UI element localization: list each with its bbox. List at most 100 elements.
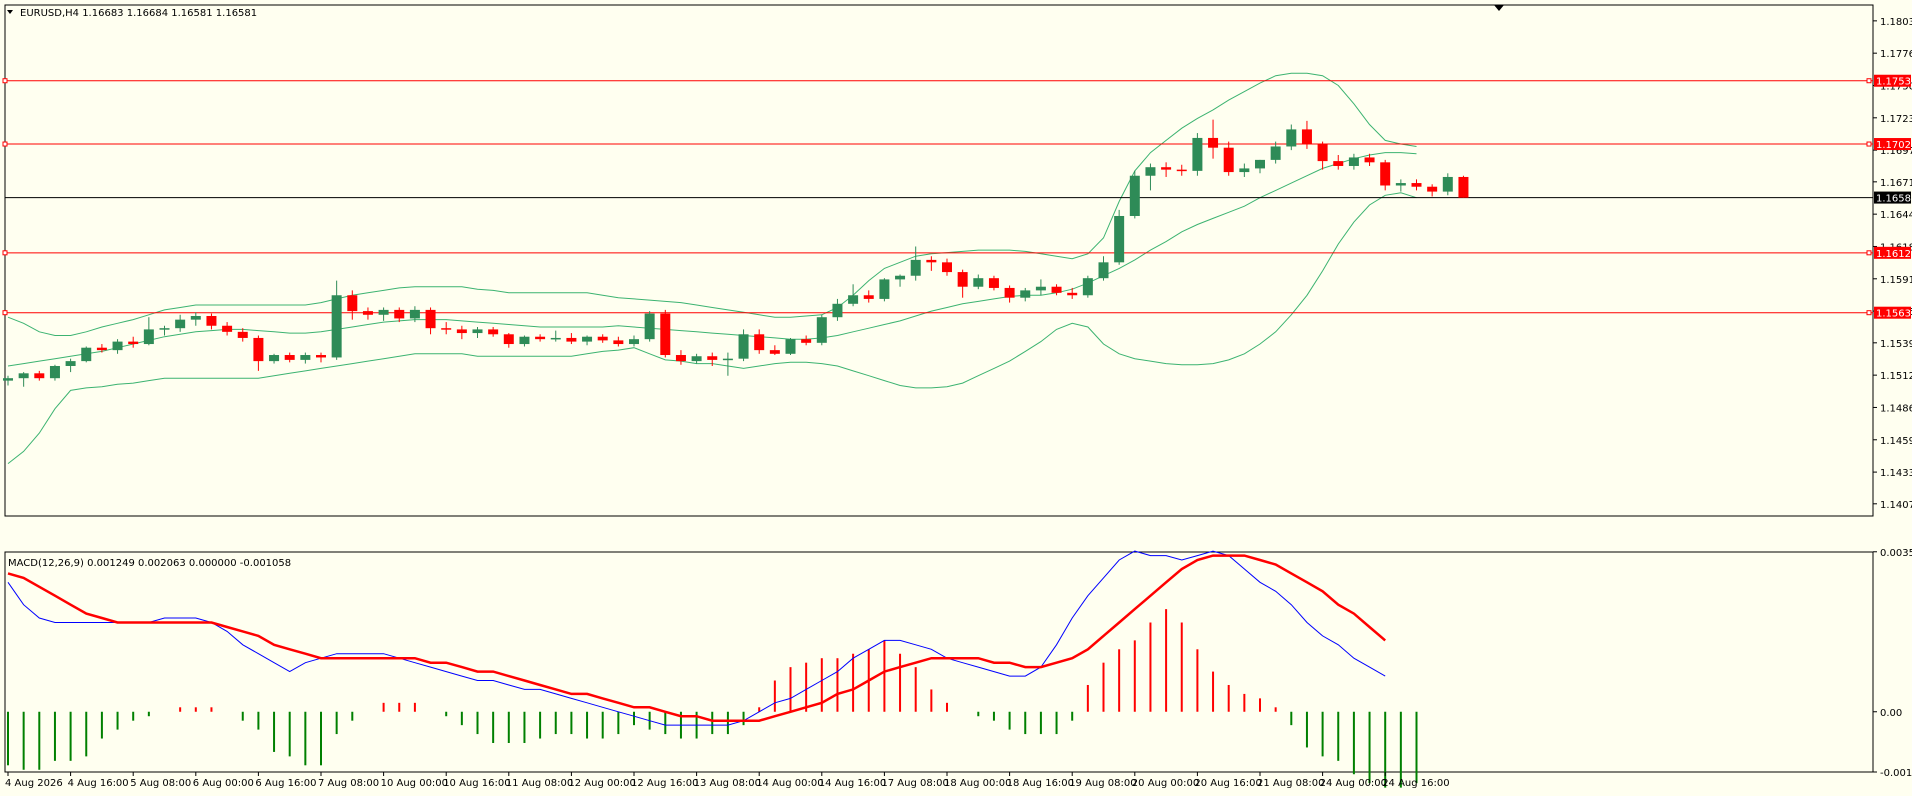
candle[interactable] xyxy=(644,311,655,342)
candle[interactable] xyxy=(18,372,29,387)
candle[interactable] xyxy=(222,322,233,336)
candle[interactable] xyxy=(597,334,608,343)
candle[interactable] xyxy=(488,326,499,337)
candle[interactable] xyxy=(316,352,326,363)
candle[interactable] xyxy=(1411,179,1422,191)
candle[interactable] xyxy=(629,335,639,347)
candle[interactable] xyxy=(1067,287,1078,299)
candle[interactable] xyxy=(1395,179,1406,192)
candle[interactable] xyxy=(519,335,530,347)
candle[interactable] xyxy=(1098,256,1109,281)
candle[interactable] xyxy=(895,274,906,287)
candle[interactable] xyxy=(535,334,546,342)
candle[interactable] xyxy=(1364,153,1375,166)
candle[interactable] xyxy=(1380,159,1391,191)
candle[interactable] xyxy=(394,307,405,323)
candle[interactable] xyxy=(441,322,452,335)
candle[interactable] xyxy=(1255,159,1265,174)
candle[interactable] xyxy=(362,307,373,320)
candle[interactable] xyxy=(957,269,968,298)
candle[interactable] xyxy=(175,314,186,332)
menu-triangle-icon[interactable] xyxy=(7,10,13,14)
candle[interactable] xyxy=(206,313,217,330)
candle[interactable] xyxy=(1348,153,1359,170)
candle[interactable] xyxy=(879,278,890,302)
candle[interactable] xyxy=(675,350,686,365)
candle[interactable] xyxy=(1020,287,1031,302)
candle[interactable] xyxy=(425,307,436,335)
candle[interactable] xyxy=(1129,170,1140,219)
candle[interactable] xyxy=(1192,133,1203,176)
candle[interactable] xyxy=(785,337,796,356)
candle[interactable] xyxy=(284,352,295,363)
candle[interactable] xyxy=(3,375,13,386)
level-anchor[interactable] xyxy=(1866,78,1872,84)
candle[interactable] xyxy=(832,298,843,321)
candle[interactable] xyxy=(566,333,577,345)
candle[interactable] xyxy=(1176,164,1187,176)
candle[interactable] xyxy=(1004,285,1015,303)
candle[interactable] xyxy=(1161,162,1172,177)
candle[interactable] xyxy=(738,329,749,362)
level-anchor[interactable] xyxy=(2,310,8,316)
candle[interactable] xyxy=(988,275,999,291)
candle[interactable] xyxy=(378,307,389,321)
candle[interactable] xyxy=(269,353,280,364)
level-anchor[interactable] xyxy=(1866,141,1872,147)
candle[interactable] xyxy=(331,280,342,360)
candle[interactable] xyxy=(503,333,514,348)
candle[interactable] xyxy=(769,345,780,356)
candle[interactable] xyxy=(707,352,718,366)
candle[interactable] xyxy=(347,290,358,320)
level-anchor[interactable] xyxy=(1866,310,1872,316)
candle[interactable] xyxy=(1286,124,1297,151)
candle[interactable] xyxy=(237,328,248,342)
candle[interactable] xyxy=(1145,163,1156,191)
candle[interactable] xyxy=(456,325,467,340)
candle[interactable] xyxy=(582,335,593,346)
candle[interactable] xyxy=(49,364,60,381)
candle[interactable] xyxy=(1114,209,1125,265)
level-anchor[interactable] xyxy=(1866,250,1872,256)
candle[interactable] xyxy=(81,346,92,363)
candle[interactable] xyxy=(910,246,921,281)
candle[interactable] xyxy=(926,256,937,271)
candle[interactable] xyxy=(1239,163,1250,177)
candle[interactable] xyxy=(942,258,952,276)
candle[interactable] xyxy=(159,325,170,336)
price-panel[interactable] xyxy=(2,4,1874,517)
candle[interactable] xyxy=(1223,141,1234,176)
candle[interactable] xyxy=(34,370,45,381)
candle[interactable] xyxy=(1442,173,1453,196)
candle[interactable] xyxy=(863,290,874,303)
candle[interactable] xyxy=(660,309,671,358)
candle[interactable] xyxy=(1208,119,1219,159)
candle[interactable] xyxy=(112,339,123,354)
candle[interactable] xyxy=(1051,284,1062,296)
candle[interactable] xyxy=(550,330,561,342)
macd-panel[interactable] xyxy=(4,550,1874,788)
candle[interactable] xyxy=(973,274,984,290)
candle[interactable] xyxy=(128,336,139,348)
candle[interactable] xyxy=(65,358,76,373)
candle[interactable] xyxy=(1458,175,1469,198)
candle[interactable] xyxy=(143,317,154,346)
candle[interactable] xyxy=(816,314,827,346)
candle[interactable] xyxy=(1317,141,1328,170)
candle[interactable] xyxy=(613,336,624,347)
candle[interactable] xyxy=(409,306,420,323)
candle[interactable] xyxy=(1333,155,1344,170)
candle[interactable] xyxy=(253,335,264,371)
candle[interactable] xyxy=(848,284,859,307)
candle[interactable] xyxy=(722,352,733,376)
candle[interactable] xyxy=(1427,184,1438,197)
candle[interactable] xyxy=(754,329,765,354)
candle[interactable] xyxy=(300,352,311,364)
candle[interactable] xyxy=(1301,120,1312,149)
candle[interactable] xyxy=(1270,141,1281,164)
candle[interactable] xyxy=(190,312,201,326)
shift-marker-icon[interactable] xyxy=(1494,5,1504,11)
level-anchor[interactable] xyxy=(2,141,8,147)
